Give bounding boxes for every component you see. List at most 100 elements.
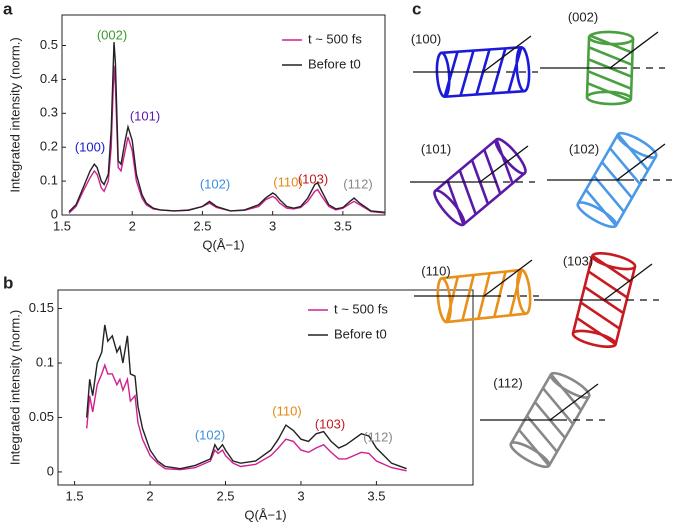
cylinder-stripe (588, 46, 633, 66)
cylinder-end (515, 45, 531, 93)
series-line (86, 363, 407, 472)
x-tick-label: 3 (269, 218, 276, 233)
cylinder-stripe (508, 269, 523, 316)
cylinder-end (516, 268, 532, 316)
cylinder (576, 131, 658, 229)
vector (609, 31, 659, 69)
y-tick-label: 0.15 (29, 300, 54, 315)
cylinder-stripe (587, 70, 632, 90)
cylinder-stripe (445, 276, 460, 323)
cylinder-stripe (584, 188, 618, 227)
plane-label: (100) (411, 31, 441, 46)
x-tick-label: 2.5 (216, 488, 234, 503)
panel-label: c (412, 0, 421, 18)
x-tick-label: 3.5 (367, 488, 385, 503)
plane-label: (112) (493, 375, 522, 390)
cylinder-stripe (443, 51, 459, 98)
y-tick-label: 0.5 (40, 37, 58, 52)
plane-label: (110) (421, 263, 450, 278)
peak-label: (100) (75, 139, 105, 154)
cylinder-stripe (491, 48, 507, 94)
cylinder (571, 252, 637, 348)
cylinder-body (509, 373, 591, 467)
vector (603, 263, 653, 301)
peak-label: (112) (343, 176, 372, 191)
x-axis-label: Q(Å−1) (202, 237, 244, 252)
peak-label: (102) (200, 176, 230, 191)
cylinder-stripe (592, 175, 626, 213)
y-tick-label: 0.2 (40, 139, 58, 154)
cylinder-stripe (591, 254, 632, 284)
cylinder-stripe (492, 271, 507, 318)
vector (616, 143, 666, 181)
cylinder-end (435, 51, 451, 99)
cylinder-end (436, 276, 452, 324)
peak-label: (002) (97, 27, 127, 42)
peak-label: (110) (272, 403, 301, 418)
x-tick-label: 3 (297, 488, 304, 503)
legend-label: t ~ 500 fs (308, 31, 362, 46)
cylinder-stripe (541, 387, 575, 425)
x-tick-label: 2 (146, 488, 153, 503)
peak-label: (102) (195, 427, 225, 442)
cylinder-stripe (588, 34, 634, 54)
plane-label: (102) (569, 141, 599, 156)
y-tick-label: 0.05 (29, 409, 54, 424)
plot-frame (57, 289, 474, 486)
y-axis-label: Integrated intensity (norm.) (7, 37, 22, 192)
vector (482, 35, 532, 73)
vector (479, 145, 529, 183)
peak-label: (103) (298, 171, 328, 186)
panel-label: a (3, 0, 13, 18)
plot-frame (61, 14, 386, 216)
vector (549, 383, 599, 421)
peak-label: (103) (315, 416, 345, 431)
plane-label: (002) (568, 9, 598, 24)
y-tick-label: 0.3 (40, 105, 58, 120)
y-tick-label: 0 (51, 206, 58, 221)
cylinder-stripe (608, 147, 642, 185)
x-tick-label: 1.5 (66, 488, 84, 503)
y-tick-label: 0.4 (40, 71, 58, 86)
cylinder-stripe (446, 180, 465, 226)
y-tick-label: 0.1 (40, 173, 58, 188)
peak-label: (110) (273, 174, 302, 189)
y-axis-label: Integrated intensity (norm.) (7, 310, 22, 465)
cylinder-body (585, 37, 635, 99)
x-tick-label: 1.5 (53, 218, 71, 233)
x-axis-label: Q(Å−1) (244, 507, 286, 522)
legend-label: t ~ 500 fs (334, 301, 388, 316)
cylinder-body (441, 45, 525, 99)
panel-label: b (3, 273, 13, 292)
y-tick-label: 0 (47, 463, 54, 478)
cylinder-stripe (549, 373, 583, 412)
cylinder-stripe (616, 133, 650, 172)
cylinder-body (576, 133, 658, 227)
cylinder-stripe (459, 50, 475, 96)
y-tick-label: 0.1 (36, 354, 54, 369)
cylinder-stripe (458, 169, 477, 215)
cylinder-stripe (483, 149, 502, 195)
vector (483, 259, 533, 297)
peak-label: (101) (130, 108, 160, 123)
cylinder-stripe (586, 82, 632, 102)
x-tick-label: 3.5 (334, 218, 352, 233)
plane-label: (101) (421, 141, 451, 156)
cylinder-stripe (461, 274, 476, 321)
cylinder-stripe (495, 138, 514, 184)
legend-label: Before t0 (334, 326, 387, 341)
x-tick-label: 2 (129, 218, 136, 233)
cylinder (509, 371, 591, 469)
cylinder-stripe (576, 316, 617, 346)
series-line (68, 42, 386, 213)
cylinder-stripe (587, 270, 629, 299)
cylinder-body (441, 268, 527, 324)
cylinder-stripe (579, 301, 621, 330)
cylinder-stripe (525, 415, 559, 453)
series-line (86, 324, 407, 470)
legend-label: Before t0 (308, 56, 361, 71)
plane-label: (103) (563, 253, 593, 268)
cylinder-stripe (507, 46, 523, 93)
peak-label: (112) (363, 429, 392, 444)
